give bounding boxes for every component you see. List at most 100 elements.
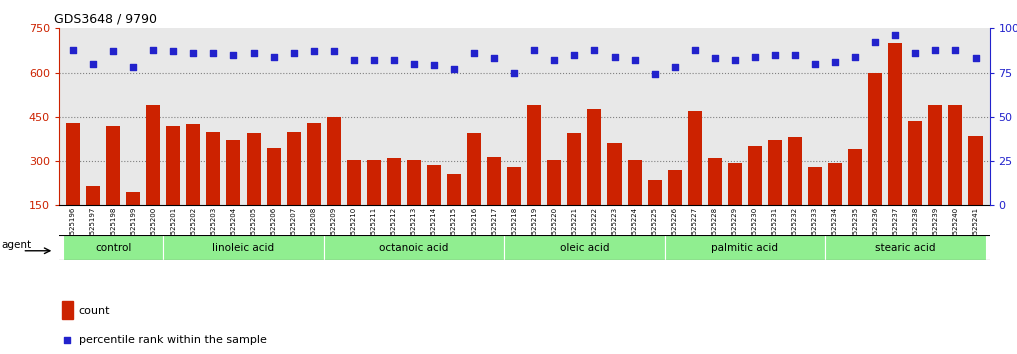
Bar — [908, 121, 922, 250]
Bar — [708, 158, 722, 250]
Bar — [427, 166, 441, 250]
Bar — [547, 160, 561, 250]
Point — [666, 64, 682, 70]
Point — [205, 50, 222, 56]
Point — [947, 47, 963, 52]
Bar — [768, 141, 782, 250]
Bar — [367, 160, 381, 250]
Point — [165, 48, 181, 54]
Bar — [167, 126, 180, 250]
Bar — [146, 105, 161, 250]
Text: oleic acid: oleic acid — [559, 243, 609, 253]
Point — [787, 52, 803, 58]
Bar — [929, 105, 943, 250]
Point — [606, 54, 622, 59]
Bar — [809, 167, 822, 250]
Point — [185, 50, 201, 56]
Point — [566, 52, 583, 58]
Point — [526, 47, 542, 52]
Bar — [66, 123, 80, 250]
Bar — [504, 235, 665, 260]
Bar — [467, 133, 481, 250]
Bar — [747, 146, 762, 250]
Bar — [728, 162, 741, 250]
Point — [827, 59, 843, 65]
Bar — [848, 149, 862, 250]
Point — [868, 40, 884, 45]
Point — [105, 48, 121, 54]
Point — [506, 70, 523, 75]
Point — [226, 52, 242, 58]
Bar — [266, 148, 281, 250]
Bar — [687, 111, 702, 250]
Bar — [627, 160, 642, 250]
Bar — [888, 43, 902, 250]
Bar — [307, 123, 320, 250]
Bar — [828, 162, 842, 250]
Point — [907, 50, 923, 56]
Bar — [86, 186, 100, 250]
Point — [847, 54, 863, 59]
Point — [967, 56, 983, 61]
Point — [707, 56, 723, 61]
Text: octanoic acid: octanoic acid — [379, 243, 448, 253]
Point — [385, 57, 402, 63]
Point — [727, 57, 743, 63]
Point — [286, 50, 302, 56]
Bar — [968, 136, 982, 250]
Point — [746, 54, 763, 59]
Bar — [648, 180, 662, 250]
Bar — [507, 167, 522, 250]
Point — [686, 47, 703, 52]
Bar — [607, 143, 621, 250]
Point — [65, 47, 81, 52]
Point — [806, 61, 823, 67]
Point — [245, 50, 261, 56]
Point — [626, 57, 643, 63]
Point — [145, 47, 162, 52]
Bar — [567, 133, 582, 250]
Point — [587, 47, 603, 52]
Point — [325, 48, 342, 54]
Text: palmitic acid: palmitic acid — [711, 243, 778, 253]
Text: percentile rank within the sample: percentile rank within the sample — [78, 335, 266, 345]
Point — [486, 56, 502, 61]
Bar — [227, 141, 240, 250]
Bar — [206, 132, 221, 250]
Bar — [246, 133, 260, 250]
Bar — [527, 105, 541, 250]
Point — [85, 61, 102, 67]
Bar — [667, 170, 681, 250]
Point — [466, 50, 482, 56]
Text: stearic acid: stearic acid — [875, 243, 936, 253]
Point — [406, 61, 422, 67]
Bar — [126, 192, 140, 250]
Bar — [825, 235, 985, 260]
Bar — [287, 132, 301, 250]
Bar — [869, 73, 882, 250]
Bar — [186, 124, 200, 250]
Bar — [63, 235, 164, 260]
Point — [426, 63, 442, 68]
Bar — [588, 109, 601, 250]
Point — [366, 57, 382, 63]
Point — [647, 72, 663, 77]
Text: linoleic acid: linoleic acid — [213, 243, 275, 253]
Point — [346, 57, 362, 63]
Point — [445, 66, 462, 72]
Bar — [386, 158, 401, 250]
Bar — [347, 160, 361, 250]
Bar — [323, 235, 504, 260]
Point — [125, 64, 141, 70]
Bar — [487, 156, 501, 250]
Point — [428, 192, 444, 198]
Bar — [788, 137, 802, 250]
Point — [928, 47, 944, 52]
Point — [767, 52, 783, 58]
Text: control: control — [95, 243, 131, 253]
Text: count: count — [78, 306, 110, 316]
Point — [265, 54, 282, 59]
Text: GDS3648 / 9790: GDS3648 / 9790 — [54, 13, 158, 26]
Point — [305, 48, 321, 54]
Bar — [106, 126, 120, 250]
